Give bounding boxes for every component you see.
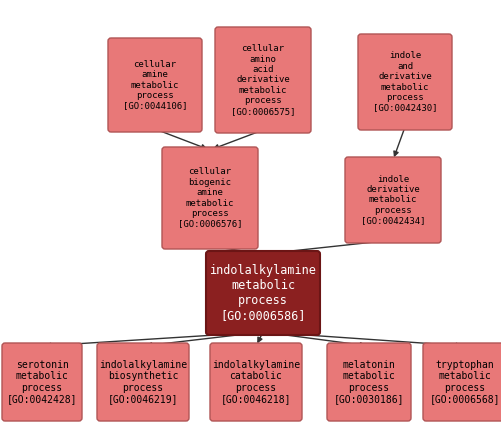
- FancyBboxPatch shape: [205, 251, 319, 335]
- FancyBboxPatch shape: [422, 343, 501, 421]
- Text: indole
and
derivative
metabolic
process
[GO:0042430]: indole and derivative metabolic process …: [372, 51, 436, 112]
- Text: indolalkylamine
biosynthetic
process
[GO:0046219]: indolalkylamine biosynthetic process [GO…: [99, 360, 187, 404]
- FancyBboxPatch shape: [97, 343, 188, 421]
- Text: melatonin
metabolic
process
[GO:0030186]: melatonin metabolic process [GO:0030186]: [333, 360, 403, 404]
- FancyBboxPatch shape: [209, 343, 302, 421]
- FancyBboxPatch shape: [344, 157, 440, 243]
- FancyBboxPatch shape: [108, 38, 201, 132]
- Text: cellular
biogenic
amine
metabolic
process
[GO:0006576]: cellular biogenic amine metabolic proces…: [177, 167, 242, 229]
- FancyBboxPatch shape: [326, 343, 410, 421]
- FancyBboxPatch shape: [357, 34, 451, 130]
- Text: serotonin
metabolic
process
[GO:0042428]: serotonin metabolic process [GO:0042428]: [7, 360, 77, 404]
- Text: indole
derivative
metabolic
process
[GO:0042434]: indole derivative metabolic process [GO:…: [360, 175, 424, 225]
- FancyBboxPatch shape: [162, 147, 258, 249]
- Text: indolalkylamine
catabolic
process
[GO:0046218]: indolalkylamine catabolic process [GO:00…: [211, 360, 300, 404]
- FancyBboxPatch shape: [214, 27, 311, 133]
- Text: cellular
amine
metabolic
process
[GO:0044106]: cellular amine metabolic process [GO:004…: [123, 60, 187, 110]
- Text: cellular
amino
acid
derivative
metabolic
process
[GO:0006575]: cellular amino acid derivative metabolic…: [230, 44, 295, 116]
- Text: tryptophan
metabolic
process
[GO:0006568]: tryptophan metabolic process [GO:0006568…: [429, 360, 499, 404]
- Text: indolalkylamine
metabolic
process
[GO:0006586]: indolalkylamine metabolic process [GO:00…: [209, 264, 316, 322]
- FancyBboxPatch shape: [2, 343, 82, 421]
